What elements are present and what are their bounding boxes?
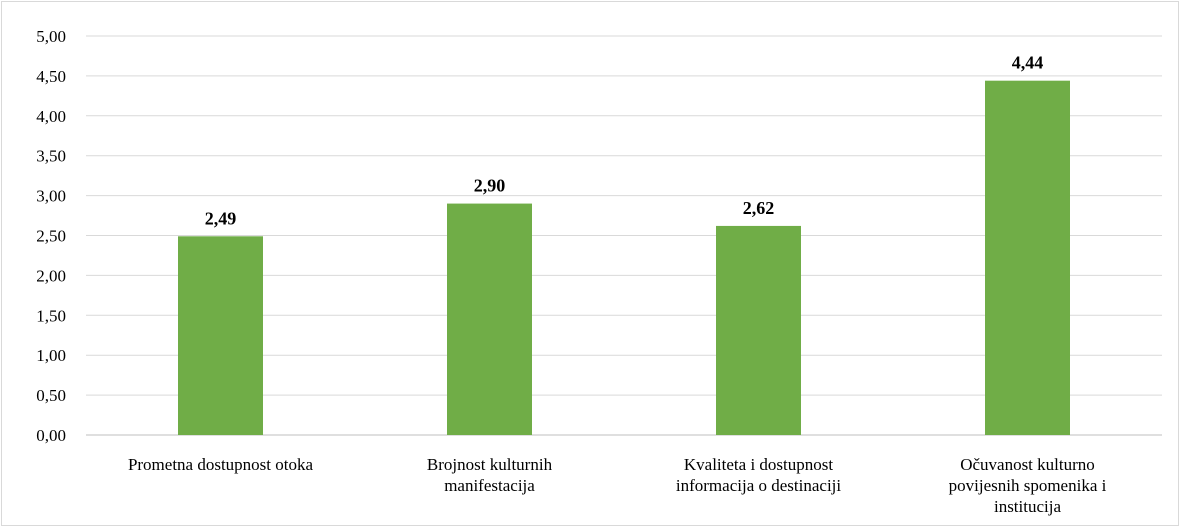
- y-tick-label: 5,00: [36, 27, 66, 46]
- x-category-label: informacija o destinaciji: [676, 476, 841, 495]
- data-label: 2,62: [743, 198, 775, 218]
- y-tick-label: 0,00: [36, 426, 66, 445]
- y-tick-label: 4,50: [36, 67, 66, 86]
- data-label: 2,49: [205, 208, 237, 228]
- bar: [716, 225, 801, 435]
- bar: [985, 80, 1070, 436]
- y-tick-label: 0,50: [36, 386, 66, 405]
- x-category-label: manifestacija: [444, 476, 535, 495]
- y-tick-label: 2,50: [36, 227, 66, 246]
- x-category-label: Brojnost kulturnih: [427, 455, 553, 474]
- x-category-label: institucija: [994, 497, 1062, 516]
- y-tick-label: 4,00: [36, 107, 66, 126]
- y-tick-label: 3,00: [36, 187, 66, 206]
- x-category-label: povijesnih spomenika i: [949, 476, 1107, 495]
- bar: [178, 236, 263, 435]
- y-tick-label: 1,00: [36, 346, 66, 365]
- y-tick-label: 2,00: [36, 266, 66, 285]
- bar: [447, 203, 532, 435]
- data-label: 2,90: [474, 176, 506, 196]
- x-category-label: Kvaliteta i dostupnost: [684, 455, 833, 474]
- y-tick-label: 3,50: [36, 147, 66, 166]
- x-category-label: Očuvanost kulturno: [960, 455, 1095, 474]
- x-category-label: Prometna dostupnost otoka: [128, 455, 314, 474]
- data-label: 4,44: [1012, 53, 1044, 73]
- y-tick-label: 1,50: [36, 306, 66, 325]
